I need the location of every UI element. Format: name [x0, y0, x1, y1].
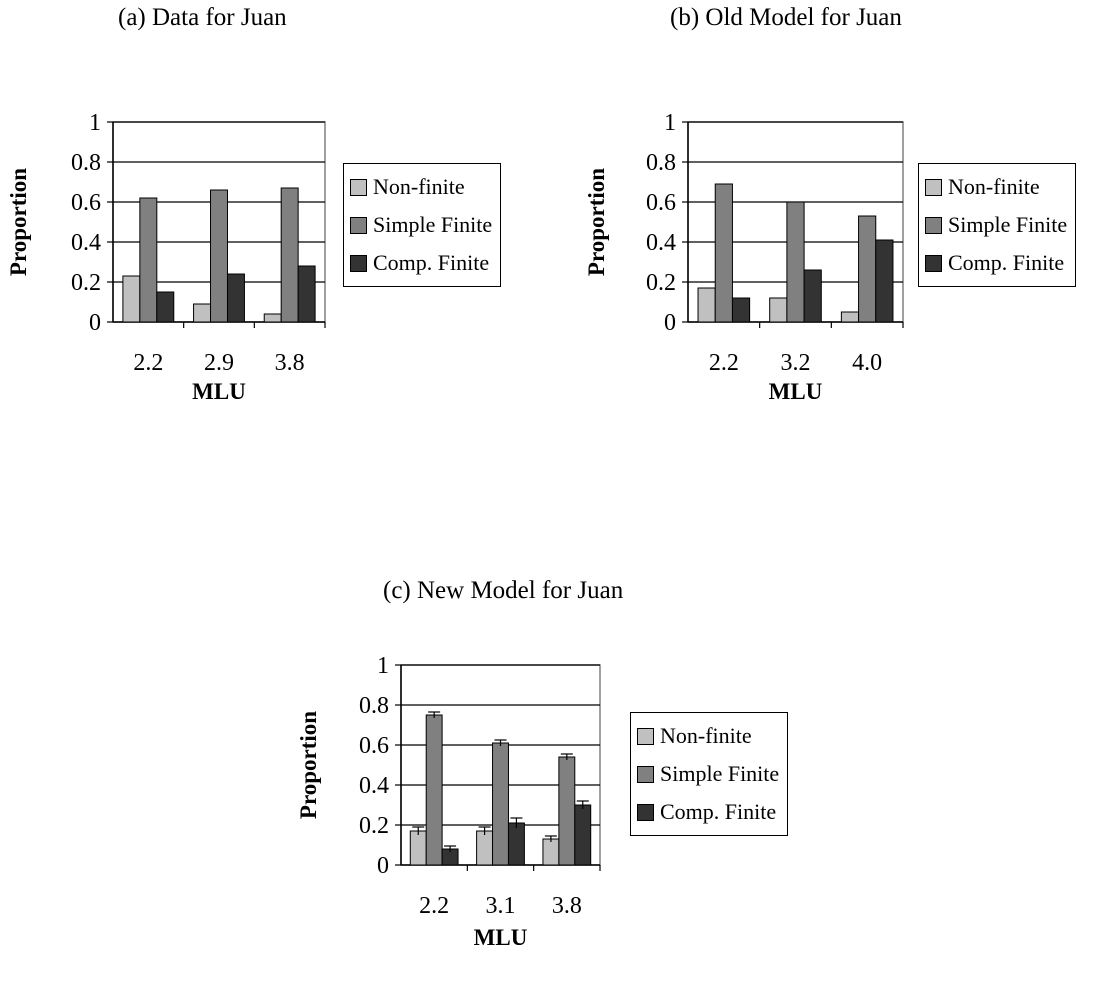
- bar-comp-finite-3-1: [507, 822, 525, 866]
- chart-canvas: 0 0.2 0.4 0.6 0.8 1 2.2 2.9 3.8 Proportion MLU: [6, 110, 326, 404]
- y-tick-label: 1: [664, 110, 676, 136]
- y-tick-label: 0.4: [646, 230, 676, 256]
- y-tick-label: 1: [377, 653, 389, 679]
- x-tick-label: 2.2: [419, 893, 449, 919]
- bar-non-finite-4-0: [840, 311, 860, 323]
- chart-panel-c: (c) New Model for Juan 0 0.2 0.4 0.6 0.8 1 2.2…: [290, 565, 850, 993]
- legend-item-comp-finite: Comp. Finite: [350, 244, 492, 282]
- legend-item-simple-finite: Simple Finite: [925, 206, 1067, 244]
- bar-comp-finite-3-8: [574, 804, 592, 866]
- legend-label: Simple Finite: [660, 761, 780, 786]
- y-tick-label: 0.2: [646, 270, 676, 296]
- bar-comp-finite-3-8: [297, 265, 316, 323]
- bar-non-finite-2-9: [193, 303, 212, 323]
- y-tick-label: 0.6: [646, 190, 676, 216]
- legend-label: Comp. Finite: [660, 799, 777, 824]
- y-tick-label: 0.4: [359, 773, 389, 799]
- bar-comp-finite-2-2: [731, 297, 751, 323]
- y-axis-label: Proportion: [584, 168, 609, 276]
- y-tick-label: 0.6: [359, 733, 389, 759]
- legend-swatch: [350, 178, 367, 196]
- legend-label: Comp. Finite: [373, 250, 490, 275]
- legend-swatch: [925, 178, 942, 196]
- legend-item-comp-finite: Comp. Finite: [637, 793, 779, 831]
- bar-simple-finite-3-8: [558, 756, 576, 866]
- y-tick-label: 0.8: [71, 150, 101, 176]
- y-tick-label: 1: [89, 110, 101, 136]
- x-axis-label: MLU: [192, 379, 246, 404]
- x-tick-label: 3.8: [275, 350, 305, 376]
- bar-comp-finite-4-0: [875, 239, 894, 323]
- legend-swatch: [637, 727, 654, 745]
- chart-canvas: 0 0.2 0.4 0.6 0.8 1 2.2 3.2 4.0 Proportion MLU: [584, 110, 904, 404]
- chart-panel-b: (b) Old Model for Juan 0 0.2 0.4 0.6 0.8 1 2.2…: [578, 0, 1108, 420]
- y-tick-label: 0.8: [646, 150, 676, 176]
- legend-label: Non-finite: [373, 174, 465, 199]
- bar-non-finite-2-2: [409, 830, 427, 866]
- y-tick-label: 0.8: [359, 693, 389, 719]
- legend-item-non-finite: Non-finite: [350, 168, 492, 206]
- x-tick-label: 2.2: [133, 350, 163, 376]
- y-tick-label: 0.4: [71, 230, 101, 256]
- y-tick-label: 0.2: [71, 270, 101, 296]
- bar-comp-finite-3-2: [803, 269, 822, 323]
- legend: Non-finite Simple Finite Comp. Finite: [630, 712, 789, 836]
- x-tick-label: 2.2: [709, 350, 739, 376]
- legend-swatch: [925, 216, 942, 234]
- bar-simple-finite-2-2: [425, 714, 443, 866]
- x-tick-label: 3.8: [552, 893, 582, 919]
- legend-item-simple-finite: Simple Finite: [350, 206, 492, 244]
- legend-item-non-finite: Non-finite: [637, 717, 779, 755]
- bar-non-finite-3-8: [542, 838, 560, 866]
- legend: Non-finite Simple Finite Comp. Finite: [918, 163, 1077, 287]
- chart-title: (b) Old Model for Juan: [670, 4, 902, 31]
- bar-non-finite-3-2: [769, 297, 788, 323]
- x-axis-label: MLU: [474, 925, 528, 950]
- legend-label: Comp. Finite: [948, 250, 1065, 275]
- x-tick-label: 3.2: [781, 350, 811, 376]
- legend-swatch: [637, 803, 654, 821]
- legend-item-comp-finite: Comp. Finite: [925, 244, 1067, 282]
- legend-label: Simple Finite: [948, 212, 1068, 237]
- legend-item-non-finite: Non-finite: [925, 168, 1067, 206]
- bar-simple-finite-4-0: [858, 215, 877, 323]
- x-tick-label: 4.0: [852, 350, 882, 376]
- legend-label: Non-finite: [948, 174, 1040, 199]
- y-tick-label: 0.2: [359, 813, 389, 839]
- x-tick-label: 2.9: [204, 350, 234, 376]
- y-axis-label: Proportion: [6, 168, 31, 276]
- legend: Non-finite Simple Finite Comp. Finite: [343, 163, 502, 287]
- y-axis-label: Proportion: [296, 711, 321, 819]
- bar-simple-finite-2-9: [210, 189, 228, 323]
- y-tick-label: 0.6: [71, 190, 101, 216]
- bar-non-finite-2-2: [122, 275, 141, 323]
- x-tick-label: 3.1: [486, 893, 516, 919]
- bar-comp-finite-2-2: [156, 291, 175, 323]
- bar-non-finite-2-2: [697, 287, 716, 323]
- legend-swatch: [637, 765, 654, 783]
- bar-simple-finite-2-2: [139, 197, 158, 323]
- chart-title: (a) Data for Juan: [118, 4, 287, 31]
- chart-canvas: 0 0.2 0.4 0.6 0.8 1 2.2 3.1 3.8 Proportion MLU: [296, 653, 601, 950]
- bar-simple-finite-3-1: [492, 742, 509, 866]
- legend-label: Non-finite: [660, 723, 752, 748]
- bar-simple-finite-2-2: [714, 183, 733, 323]
- y-tick-label: 0: [89, 310, 101, 336]
- chart-panel-a: (a) Data for Juan 0 0.2 0.4 0.6 0.8 1 2.2 2.9 3.…: [0, 0, 540, 420]
- y-tick-label: 0: [664, 310, 676, 336]
- bar-comp-finite-2-9: [226, 273, 245, 323]
- bar-non-finite-3-1: [476, 830, 494, 866]
- legend-label: Simple Finite: [373, 212, 493, 237]
- y-tick-label: 0: [377, 853, 389, 879]
- legend-swatch: [925, 254, 942, 272]
- bar-non-finite-3-8: [263, 313, 282, 323]
- legend-swatch: [350, 254, 367, 272]
- bar-simple-finite-3-8: [280, 187, 299, 323]
- legend-item-simple-finite: Simple Finite: [637, 755, 779, 793]
- chart-title: (c) New Model for Juan: [383, 577, 624, 604]
- bar-simple-finite-3-2: [786, 201, 805, 323]
- legend-swatch: [350, 216, 367, 234]
- x-axis-label: MLU: [769, 379, 823, 404]
